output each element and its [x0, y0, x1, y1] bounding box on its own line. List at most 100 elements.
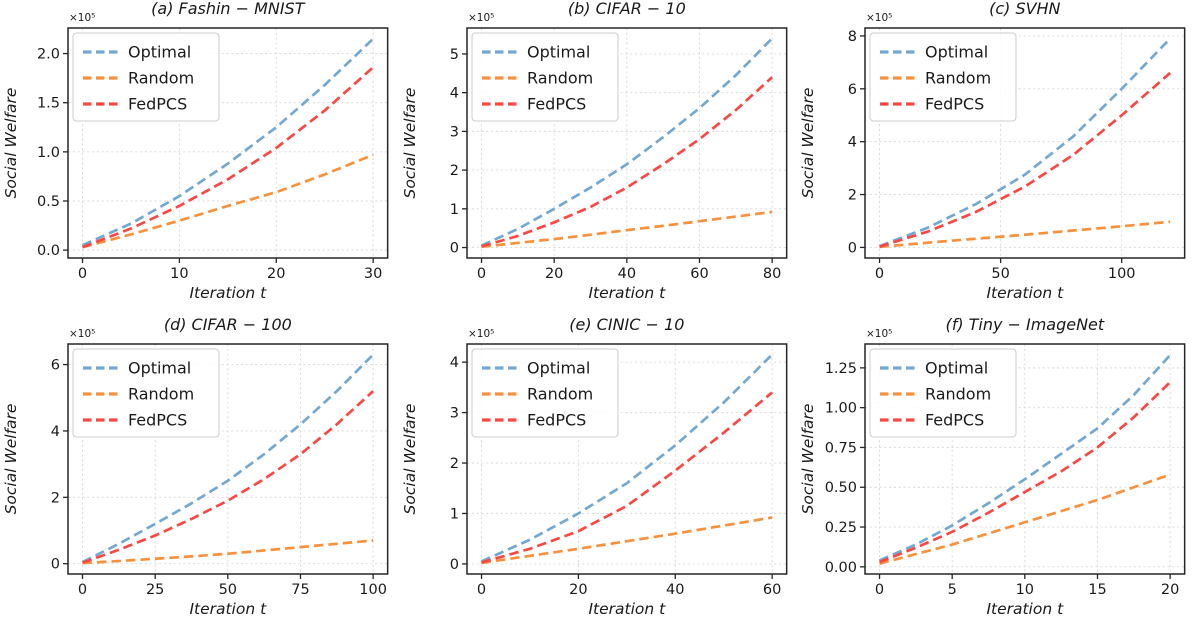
chart-f: 0 5 10 15 20 0.00 0.25 0.50 0.75 1.00 1.25 ×10⁵ (f) … — [797, 316, 1196, 631]
legend: Optimal Random FedPCS — [471, 348, 619, 437]
x-tick-label: 0 — [875, 266, 884, 282]
y-axis: 0 2 4 6 8 — [848, 29, 866, 256]
x-tick-label: 75 — [291, 581, 309, 597]
chart-title: (a) Fashin − MNIST — [151, 0, 306, 18]
x-axis: 0 10 20 30 — [78, 257, 382, 282]
x-tick-label: 10 — [1016, 581, 1034, 597]
y-axis-offset-text: ×10⁵ — [866, 12, 892, 24]
chart-title: (f) Tiny − ImageNet — [946, 316, 1105, 334]
y-tick-label: 4 — [449, 86, 458, 102]
legend-label-optimal: Optimal — [128, 43, 191, 62]
legend-label-random: Random — [527, 384, 593, 403]
y-tick-label: 1 — [449, 506, 458, 522]
y-axis-offset-text: ×10⁵ — [468, 12, 494, 24]
legend-label-optimal: Optimal — [527, 43, 590, 62]
legend: Optimal Random FedPCS — [869, 32, 1017, 122]
x-tick-label: 20 — [1161, 581, 1179, 597]
y-axis-offset-text: ×10⁵ — [468, 328, 494, 340]
chart-e: 0 20 40 60 0 1 2 3 4 ×10⁵ (e) CINIC − 10 Iteration … — [398, 315, 798, 631]
x-tick-label: 50 — [219, 581, 237, 597]
x-axis: 0 20 40 60 — [477, 573, 781, 598]
x-axis-label: Iteration t — [189, 599, 267, 617]
y-axis: 0 1 2 3 4 — [449, 355, 467, 572]
y-axis-label: Social Welfare — [401, 88, 419, 199]
y-tick-label: 0.0 — [37, 243, 60, 259]
x-axis-label: Iteration t — [588, 600, 666, 618]
chart-title: (e) CINIC − 10 — [569, 316, 684, 334]
y-axis: 0 2 4 6 — [51, 357, 68, 572]
x-tick-label: 50 — [992, 266, 1010, 282]
series-line-fedpcs — [82, 66, 375, 249]
y-tick-label: 0.00 — [825, 559, 857, 575]
chart-d: 0 25 50 75 100 0 2 4 6 ×10⁵ (d) CIFAR − 100 Iterati… — [0, 316, 399, 631]
y-axis: 0.00 0.25 0.50 0.75 1.00 1.25 — [825, 360, 866, 575]
legend-label-random: Random — [128, 384, 194, 403]
x-tick-label: 20 — [267, 266, 285, 282]
y-tick-label: 4 — [848, 135, 857, 151]
y-tick-label: 1.5 — [37, 96, 60, 112]
y-tick-label: 1.25 — [825, 360, 857, 376]
axes-spines — [864, 27, 1186, 259]
y-tick-label: 2 — [848, 188, 857, 204]
y-tick-label: 0.75 — [825, 440, 857, 456]
y-tick-label: 0 — [449, 241, 458, 257]
legend-label-random: Random — [527, 69, 593, 88]
legend-label-fedpcs: FedPCS — [527, 95, 586, 114]
y-tick-label: 0.50 — [825, 480, 857, 496]
chart-title: (b) CIFAR − 10 — [568, 0, 686, 18]
y-tick-label: 0.25 — [825, 520, 857, 536]
y-tick-label: 0.5 — [37, 194, 60, 210]
x-tick-label: 0 — [875, 581, 884, 597]
series-line-random — [480, 515, 773, 564]
y-tick-label: 3 — [449, 124, 458, 140]
legend-label-optimal: Optimal — [527, 358, 590, 377]
series-line-fedpcs — [879, 380, 1172, 563]
series-line-random — [879, 220, 1171, 249]
chart-b: 0 20 40 60 80 0 1 2 3 4 5 ×10⁵ (b) CIFAR − 10 Iterati… — [398, 0, 798, 316]
chart-a: 0 10 20 30 0.0 0.5 1.0 1.5 2.0 ×10⁵ (a) Fashin − M… — [0, 0, 399, 316]
x-axis: 0 25 50 75 100 — [78, 573, 387, 597]
legend-box — [869, 32, 1017, 122]
x-axis: 0 5 10 15 20 — [875, 573, 1180, 597]
x-tick-label: 0 — [78, 581, 87, 597]
subplot-a-fashin-mnist: 0 10 20 30 0.0 0.5 1.0 1.5 2.0 ×10⁵ (a) Fashin − M… — [0, 0, 399, 316]
series-line-optimal — [480, 37, 773, 247]
series-line-fedpcs — [879, 71, 1172, 248]
series-line-optimal — [480, 353, 773, 563]
x-axis-label: Iteration t — [189, 284, 267, 302]
legend-label-fedpcs: FedPCS — [925, 410, 984, 429]
axes-spines — [67, 27, 389, 259]
y-tick-label: 2 — [51, 490, 60, 506]
x-axis: 0 20 40 60 80 — [477, 258, 781, 282]
y-tick-label: 0 — [51, 556, 60, 572]
x-tick-label: 60 — [690, 266, 708, 282]
legend-label-fedpcs: FedPCS — [128, 410, 187, 429]
series-line-random — [879, 472, 1171, 565]
subplot-b-cifar-10: 0 20 40 60 80 0 1 2 3 4 5 ×10⁵ (b) CIFAR − 10 Iterati… — [398, 0, 798, 316]
legend: Optimal Random FedPCS — [72, 32, 220, 122]
x-tick-label: 30 — [364, 266, 382, 282]
axes-spines — [465, 342, 788, 575]
series-line-fedpcs — [82, 389, 375, 564]
legend-label-optimal: Optimal — [128, 358, 191, 377]
legend: Optimal Random FedPCS — [869, 348, 1017, 438]
series-line-random — [481, 210, 772, 249]
axes-spines — [864, 342, 1186, 575]
x-tick-label: 40 — [666, 582, 684, 598]
x-tick-label: 0 — [78, 266, 87, 282]
y-axis-offset-text: ×10⁵ — [69, 12, 95, 24]
y-tick-label: 0 — [848, 240, 857, 256]
legend-box — [72, 348, 220, 438]
series-line-random — [82, 538, 374, 564]
legend-label-random: Random — [925, 384, 991, 403]
y-axis-label: Social Welfare — [2, 88, 20, 199]
x-tick-label: 40 — [617, 266, 635, 282]
y-tick-label: 0 — [449, 556, 458, 572]
legend-label-random: Random — [128, 69, 194, 88]
legend-label-fedpcs: FedPCS — [128, 95, 187, 114]
series-line-fedpcs — [480, 390, 773, 564]
chart-title: (c) SVHN — [989, 0, 1060, 18]
subplot-d-cifar-100: 0 25 50 75 100 0 2 4 6 ×10⁵ (d) CIFAR − 100 Iterati… — [0, 316, 399, 631]
chart-c: 0 50 100 0 2 4 6 8 ×10⁵ (c) SVHN Iteration t Social… — [797, 0, 1196, 316]
